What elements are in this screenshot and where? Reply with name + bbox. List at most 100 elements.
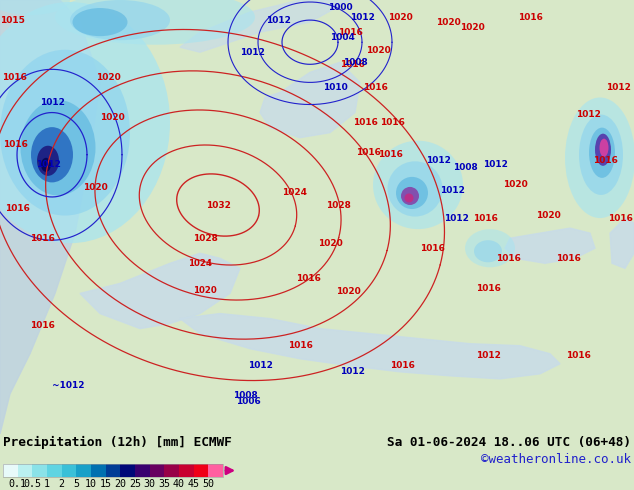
- Text: 1016: 1016: [555, 254, 581, 263]
- Text: 1016: 1016: [30, 234, 55, 243]
- Text: 1028: 1028: [193, 234, 217, 243]
- Text: 1010: 1010: [323, 83, 347, 92]
- Polygon shape: [260, 62, 360, 138]
- Text: ©weatheronline.co.uk: ©weatheronline.co.uk: [481, 453, 631, 466]
- Text: 40: 40: [173, 479, 185, 489]
- Text: 1016: 1016: [472, 214, 498, 222]
- Text: 1016: 1016: [1, 73, 27, 82]
- Text: 1012: 1012: [425, 156, 450, 165]
- Text: 1008: 1008: [233, 392, 257, 400]
- Text: 1016: 1016: [607, 214, 633, 222]
- Text: 1012: 1012: [349, 13, 375, 22]
- Text: 1012: 1012: [476, 351, 500, 360]
- Text: 1016: 1016: [3, 140, 27, 149]
- Bar: [91, 464, 106, 477]
- Text: 2: 2: [59, 479, 65, 489]
- Ellipse shape: [41, 158, 51, 172]
- Text: 1016: 1016: [4, 203, 29, 213]
- Text: 1020: 1020: [460, 23, 484, 32]
- Polygon shape: [180, 314, 560, 379]
- Polygon shape: [180, 0, 350, 52]
- Text: 1012: 1012: [266, 16, 290, 24]
- Text: 1020: 1020: [318, 239, 342, 248]
- Text: 1012: 1012: [439, 186, 465, 196]
- Ellipse shape: [55, 0, 255, 45]
- Ellipse shape: [31, 127, 73, 182]
- Text: 25: 25: [129, 479, 141, 489]
- Ellipse shape: [565, 98, 634, 218]
- Text: 1012: 1012: [482, 160, 507, 170]
- Text: 0.1: 0.1: [9, 479, 27, 489]
- Bar: [18, 464, 32, 477]
- Text: 1016: 1016: [389, 361, 415, 370]
- Text: 1032: 1032: [205, 200, 230, 210]
- Text: 1012: 1012: [240, 48, 264, 57]
- Bar: [150, 464, 164, 477]
- Text: 1016: 1016: [593, 156, 618, 165]
- Polygon shape: [80, 253, 240, 329]
- Polygon shape: [0, 0, 100, 434]
- Ellipse shape: [404, 194, 413, 202]
- Text: 1016: 1016: [340, 60, 365, 69]
- Text: 1016: 1016: [378, 150, 403, 159]
- Text: 1016: 1016: [420, 244, 444, 253]
- Polygon shape: [610, 218, 634, 269]
- Bar: [32, 464, 47, 477]
- Bar: [61, 464, 76, 477]
- Text: 30: 30: [144, 479, 156, 489]
- Ellipse shape: [0, 2, 170, 243]
- Text: 1000: 1000: [328, 2, 353, 12]
- Ellipse shape: [387, 161, 443, 217]
- Bar: [179, 464, 193, 477]
- Text: 1012: 1012: [36, 160, 60, 170]
- Bar: [209, 464, 223, 477]
- Ellipse shape: [70, 0, 170, 40]
- Bar: [106, 464, 120, 477]
- Text: 1008: 1008: [453, 163, 477, 172]
- Text: 10: 10: [85, 479, 97, 489]
- Text: Sa 01-06-2024 18..06 UTC (06+48): Sa 01-06-2024 18..06 UTC (06+48): [387, 436, 631, 449]
- Text: 1020: 1020: [100, 113, 124, 122]
- Ellipse shape: [396, 177, 428, 209]
- Text: 1016: 1016: [295, 274, 320, 283]
- Ellipse shape: [37, 146, 59, 176]
- Text: 1020: 1020: [436, 18, 460, 26]
- Text: 1012: 1012: [605, 83, 630, 92]
- Text: 1020: 1020: [366, 46, 391, 55]
- Ellipse shape: [579, 115, 623, 195]
- Text: 1012: 1012: [247, 361, 273, 370]
- Text: 1020: 1020: [82, 183, 107, 193]
- Text: 1020: 1020: [536, 211, 560, 220]
- Text: 1020: 1020: [335, 287, 360, 296]
- Text: 1016: 1016: [517, 13, 543, 22]
- Text: 1016: 1016: [353, 118, 377, 127]
- Ellipse shape: [465, 229, 515, 268]
- Bar: [3, 464, 223, 477]
- Text: 1012: 1012: [340, 368, 365, 376]
- Bar: [164, 464, 179, 477]
- Ellipse shape: [0, 50, 130, 216]
- Ellipse shape: [373, 141, 463, 229]
- Text: 1016: 1016: [363, 83, 387, 92]
- Ellipse shape: [401, 187, 419, 205]
- Text: 1016: 1016: [288, 341, 313, 350]
- Ellipse shape: [0, 0, 70, 15]
- Ellipse shape: [72, 8, 127, 36]
- Text: 1020: 1020: [193, 286, 217, 295]
- Bar: [120, 464, 135, 477]
- Bar: [76, 464, 91, 477]
- Ellipse shape: [20, 100, 96, 196]
- Text: 1: 1: [44, 479, 50, 489]
- Text: 20: 20: [114, 479, 126, 489]
- Text: 1016: 1016: [30, 321, 55, 330]
- Text: 1015: 1015: [0, 16, 25, 24]
- Text: 1006: 1006: [236, 397, 261, 407]
- Text: 1012: 1012: [444, 214, 469, 222]
- Text: 1024: 1024: [188, 259, 212, 268]
- Text: ~1012: ~1012: [52, 381, 84, 391]
- Text: 1008: 1008: [342, 58, 367, 67]
- Text: 1024: 1024: [283, 189, 307, 197]
- Bar: [193, 464, 209, 477]
- Text: 1020: 1020: [503, 180, 527, 190]
- Text: 15: 15: [100, 479, 112, 489]
